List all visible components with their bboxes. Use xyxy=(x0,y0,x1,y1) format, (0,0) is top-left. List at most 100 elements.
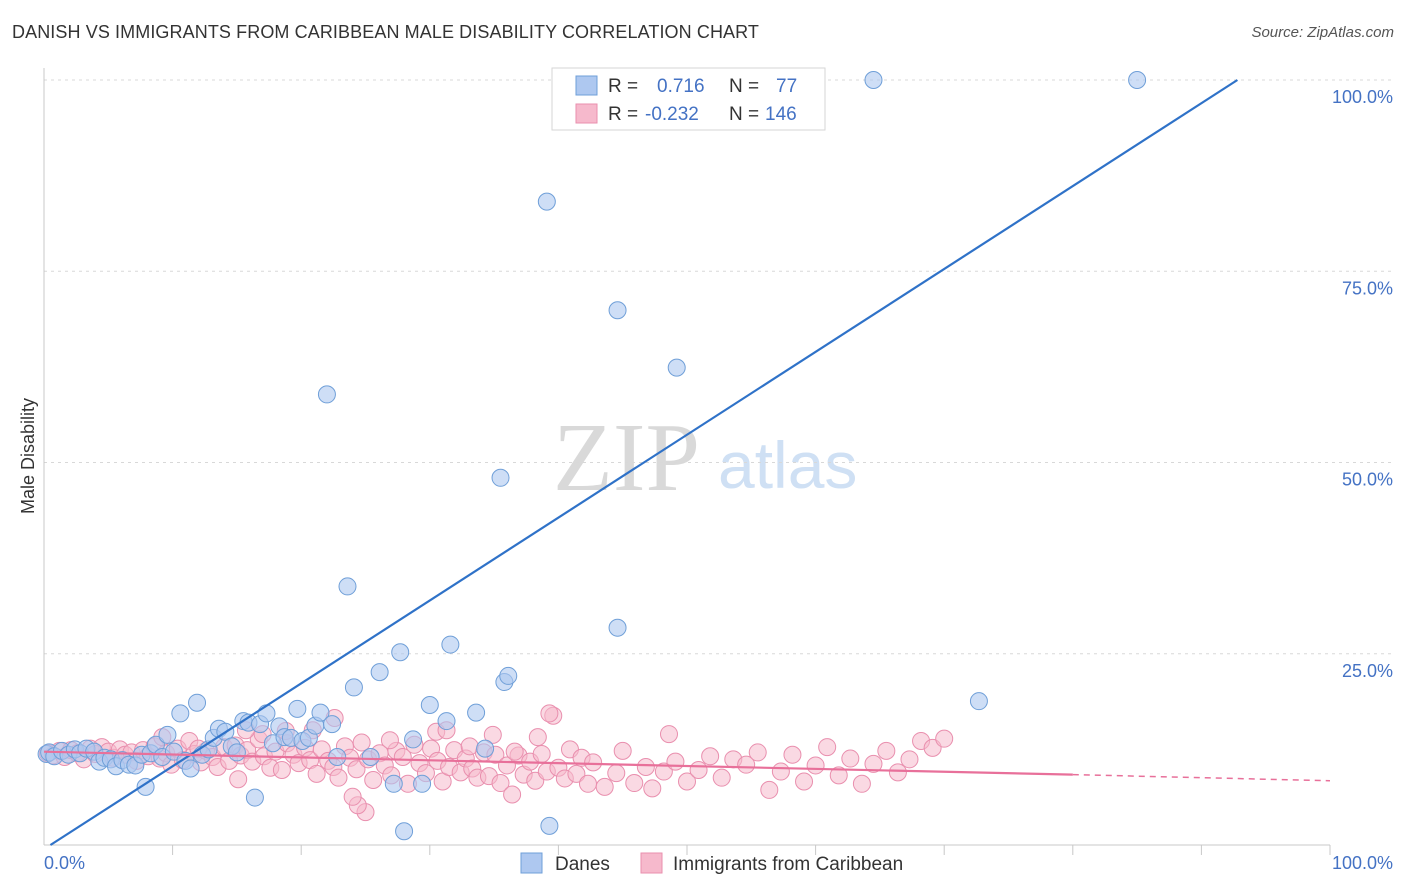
caribbean-point-79 xyxy=(491,774,510,793)
y-tick-label-25: 25.0% xyxy=(1342,661,1393,681)
danes-point-21 xyxy=(158,725,177,744)
danes-point-55 xyxy=(384,774,403,793)
danes-point-53 xyxy=(361,748,380,767)
caribbean-point-81 xyxy=(503,785,522,804)
caribbean-point-123 xyxy=(888,763,907,782)
watermark-zip: ZIP xyxy=(553,404,700,512)
danes-point-52 xyxy=(344,678,363,697)
source-credit: Source: ZipAtlas.com xyxy=(1251,24,1394,41)
caribbean-point-124 xyxy=(900,750,919,769)
danes-point-48 xyxy=(317,385,336,404)
caribbean-point-111 xyxy=(748,743,767,762)
legend-item-danes-swatch xyxy=(520,852,543,874)
caribbean-point-104 xyxy=(666,752,685,771)
caribbean-point-117 xyxy=(818,738,837,757)
caribbean-point-135 xyxy=(460,737,479,756)
caribbean-point-115 xyxy=(795,772,814,791)
caribbean-point-119 xyxy=(841,749,860,768)
caribbean-point-127 xyxy=(935,729,954,748)
danes-point-33 xyxy=(227,743,246,762)
caribbean-point-57 xyxy=(364,770,383,789)
trend-line-danes xyxy=(49,79,1239,846)
danes-point-65 xyxy=(491,468,510,487)
legend-r-value-caribbean: -0.232 xyxy=(645,104,699,125)
caribbean-point-41 xyxy=(272,761,291,780)
danes-point-74 xyxy=(864,71,883,89)
x-tick-label-min: 0.0% xyxy=(44,853,85,873)
caribbean-point-122 xyxy=(877,741,896,760)
caribbean-point-143 xyxy=(540,704,559,723)
caribbean-point-121 xyxy=(864,754,883,773)
danes-point-38 xyxy=(257,704,276,723)
caribbean-point-34 xyxy=(229,770,248,789)
caribbean-point-116 xyxy=(806,756,825,775)
caribbean-point-95 xyxy=(584,753,603,772)
danes-point-64 xyxy=(476,739,495,758)
legend-n-value-danes: 77 xyxy=(776,76,797,97)
trend-line-caribbean xyxy=(43,750,1073,776)
caribbean-point-131 xyxy=(343,787,362,806)
caribbean-point-138 xyxy=(528,728,547,747)
danes-point-36 xyxy=(245,788,264,807)
caribbean-point-108 xyxy=(712,768,731,787)
caribbean-point-102 xyxy=(654,762,673,781)
danes-point-59 xyxy=(413,774,432,793)
danes-point-75 xyxy=(969,692,988,711)
y-axis-label: Male Disability xyxy=(18,398,38,514)
danes-point-58 xyxy=(404,730,423,749)
danes-point-60 xyxy=(420,696,439,715)
caribbean-point-114 xyxy=(783,745,802,764)
caribbean-point-120 xyxy=(852,774,871,793)
caribbean-point-51 xyxy=(329,768,348,787)
legend-n-value-caribbean: 146 xyxy=(765,104,797,125)
danes-point-63 xyxy=(467,703,486,722)
trend-lines xyxy=(43,79,1331,846)
danes-point-70 xyxy=(608,301,627,320)
danes-point-69 xyxy=(540,816,559,835)
series-legend: Danes Immigrants from Caribbean xyxy=(520,852,903,875)
caribbean-point-118 xyxy=(829,766,848,785)
danes-point-71 xyxy=(608,618,627,637)
danes-point-67 xyxy=(499,666,518,685)
y-tick-label-100: 100.0% xyxy=(1332,87,1393,107)
danes-point-62 xyxy=(441,635,460,654)
danes-point-23 xyxy=(171,704,190,723)
danes-point-61 xyxy=(437,712,456,731)
caribbean-point-103 xyxy=(659,725,678,744)
caribbean-point-101 xyxy=(643,779,662,798)
legend-item-caribbean-label: Immigrants from Caribbean xyxy=(673,854,903,875)
danes-point-57 xyxy=(395,822,414,841)
chart-title: DANISH VS IMMIGRANTS FROM CARIBBEAN MALE… xyxy=(12,22,760,42)
caribbean-point-86 xyxy=(532,744,551,763)
danes-point-17 xyxy=(136,777,155,796)
caribbean-point-105 xyxy=(678,772,696,791)
caribbean-point-132 xyxy=(380,731,399,750)
caribbean-point-96 xyxy=(595,777,614,796)
caribbean-point-54 xyxy=(347,760,366,779)
caribbean-point-137 xyxy=(505,742,524,761)
danes-point-68 xyxy=(537,192,556,211)
caribbean-point-94 xyxy=(578,774,597,793)
legend-item-danes-label: Danes xyxy=(555,854,610,875)
danes-point-43 xyxy=(288,699,307,718)
correlation-legend: R = 0.716 N = 77 R = -0.232 N = 146 xyxy=(551,67,826,131)
x-axis-ticks xyxy=(172,845,1331,855)
danes-point-72 xyxy=(667,358,686,377)
caribbean-point-47 xyxy=(307,764,326,783)
legend-item-caribbean-swatch xyxy=(640,852,663,874)
trend-line-caribbean-extension xyxy=(1072,773,1331,782)
y-tick-label-75: 75.0% xyxy=(1342,278,1393,298)
danes-point-49 xyxy=(323,715,342,734)
caribbean-point-113 xyxy=(771,762,790,781)
danes-point-76 xyxy=(1128,71,1147,89)
legend-r-label-danes: R = xyxy=(608,76,638,97)
caribbean-point-62 xyxy=(393,748,412,767)
danes-point-56 xyxy=(391,643,410,662)
caribbean-point-98 xyxy=(613,741,632,760)
legend-r-label-caribbean: R = xyxy=(608,104,638,125)
y-tick-label-50: 50.0% xyxy=(1342,470,1393,490)
caribbean-point-55 xyxy=(352,733,371,752)
watermark-atlas: atlas xyxy=(718,428,857,502)
caribbean-point-92 xyxy=(567,764,586,783)
